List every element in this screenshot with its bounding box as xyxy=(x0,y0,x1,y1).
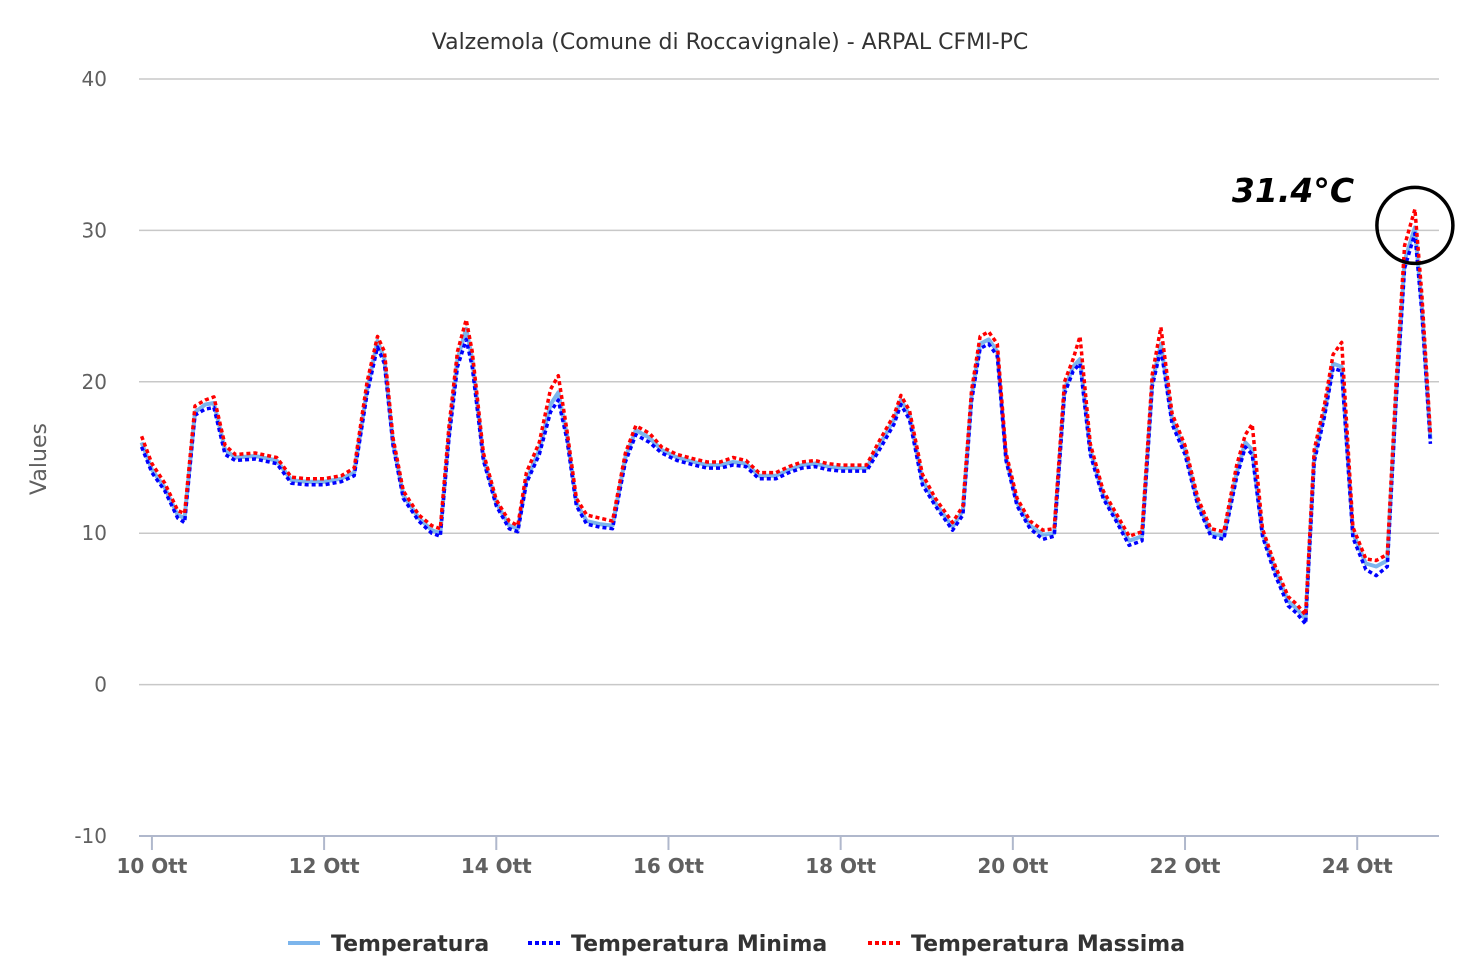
x-tick-label: 12 Ott xyxy=(289,854,360,878)
x-tick-label: 18 Ott xyxy=(805,854,876,878)
chart-title: Valzemola (Comune di Roccavignale) - ARP… xyxy=(432,30,1028,55)
y-tick-label: -10 xyxy=(74,824,107,848)
y-axis-ticks: 40 30 20 10 0 -10 xyxy=(74,67,107,848)
x-tick-label: 20 Ott xyxy=(977,854,1048,878)
legend-item[interactable]: Temperatura xyxy=(288,932,489,957)
y-tick-label: 0 xyxy=(94,673,107,697)
y-tick-label: 10 xyxy=(82,521,107,545)
y-tick-label: 40 xyxy=(82,67,107,91)
x-axis: 10 Ott 12 Ott 14 Ott 16 Ott 18 Ott 20 Ott 22 O… xyxy=(116,835,1439,878)
x-tick-label: 10 Ott xyxy=(116,854,187,878)
legend-item[interactable]: Temperatura Massima xyxy=(868,932,1185,957)
legend-label: Temperatura Massima xyxy=(911,932,1185,957)
annotation-label: 31.4°C xyxy=(1232,171,1354,210)
legend-label: Temperatura xyxy=(331,932,489,957)
x-tick-label: 16 Ott xyxy=(633,854,704,878)
x-tick-label: 24 Ott xyxy=(1322,854,1393,878)
legend-label: Temperatura Minima xyxy=(571,932,827,957)
legend-item[interactable]: Temperatura Minima xyxy=(528,932,827,957)
x-tick-label: 22 Ott xyxy=(1150,854,1221,878)
series-line-1 xyxy=(139,231,1433,626)
series-line-2 xyxy=(139,207,1433,617)
annotation-circle xyxy=(1375,185,1455,266)
y-tick-label: 20 xyxy=(82,370,107,394)
series-lines xyxy=(139,207,1433,626)
y-axis-label: Values xyxy=(27,423,52,495)
y-tick-label: 30 xyxy=(82,218,107,242)
series-line-0 xyxy=(139,225,1433,622)
peak-annotation: 31.4°C xyxy=(1232,171,1455,266)
x-tick-label: 14 Ott xyxy=(461,854,532,878)
legend[interactable]: Temperatura Temperatura Minima Temperatura… xyxy=(288,932,1185,957)
